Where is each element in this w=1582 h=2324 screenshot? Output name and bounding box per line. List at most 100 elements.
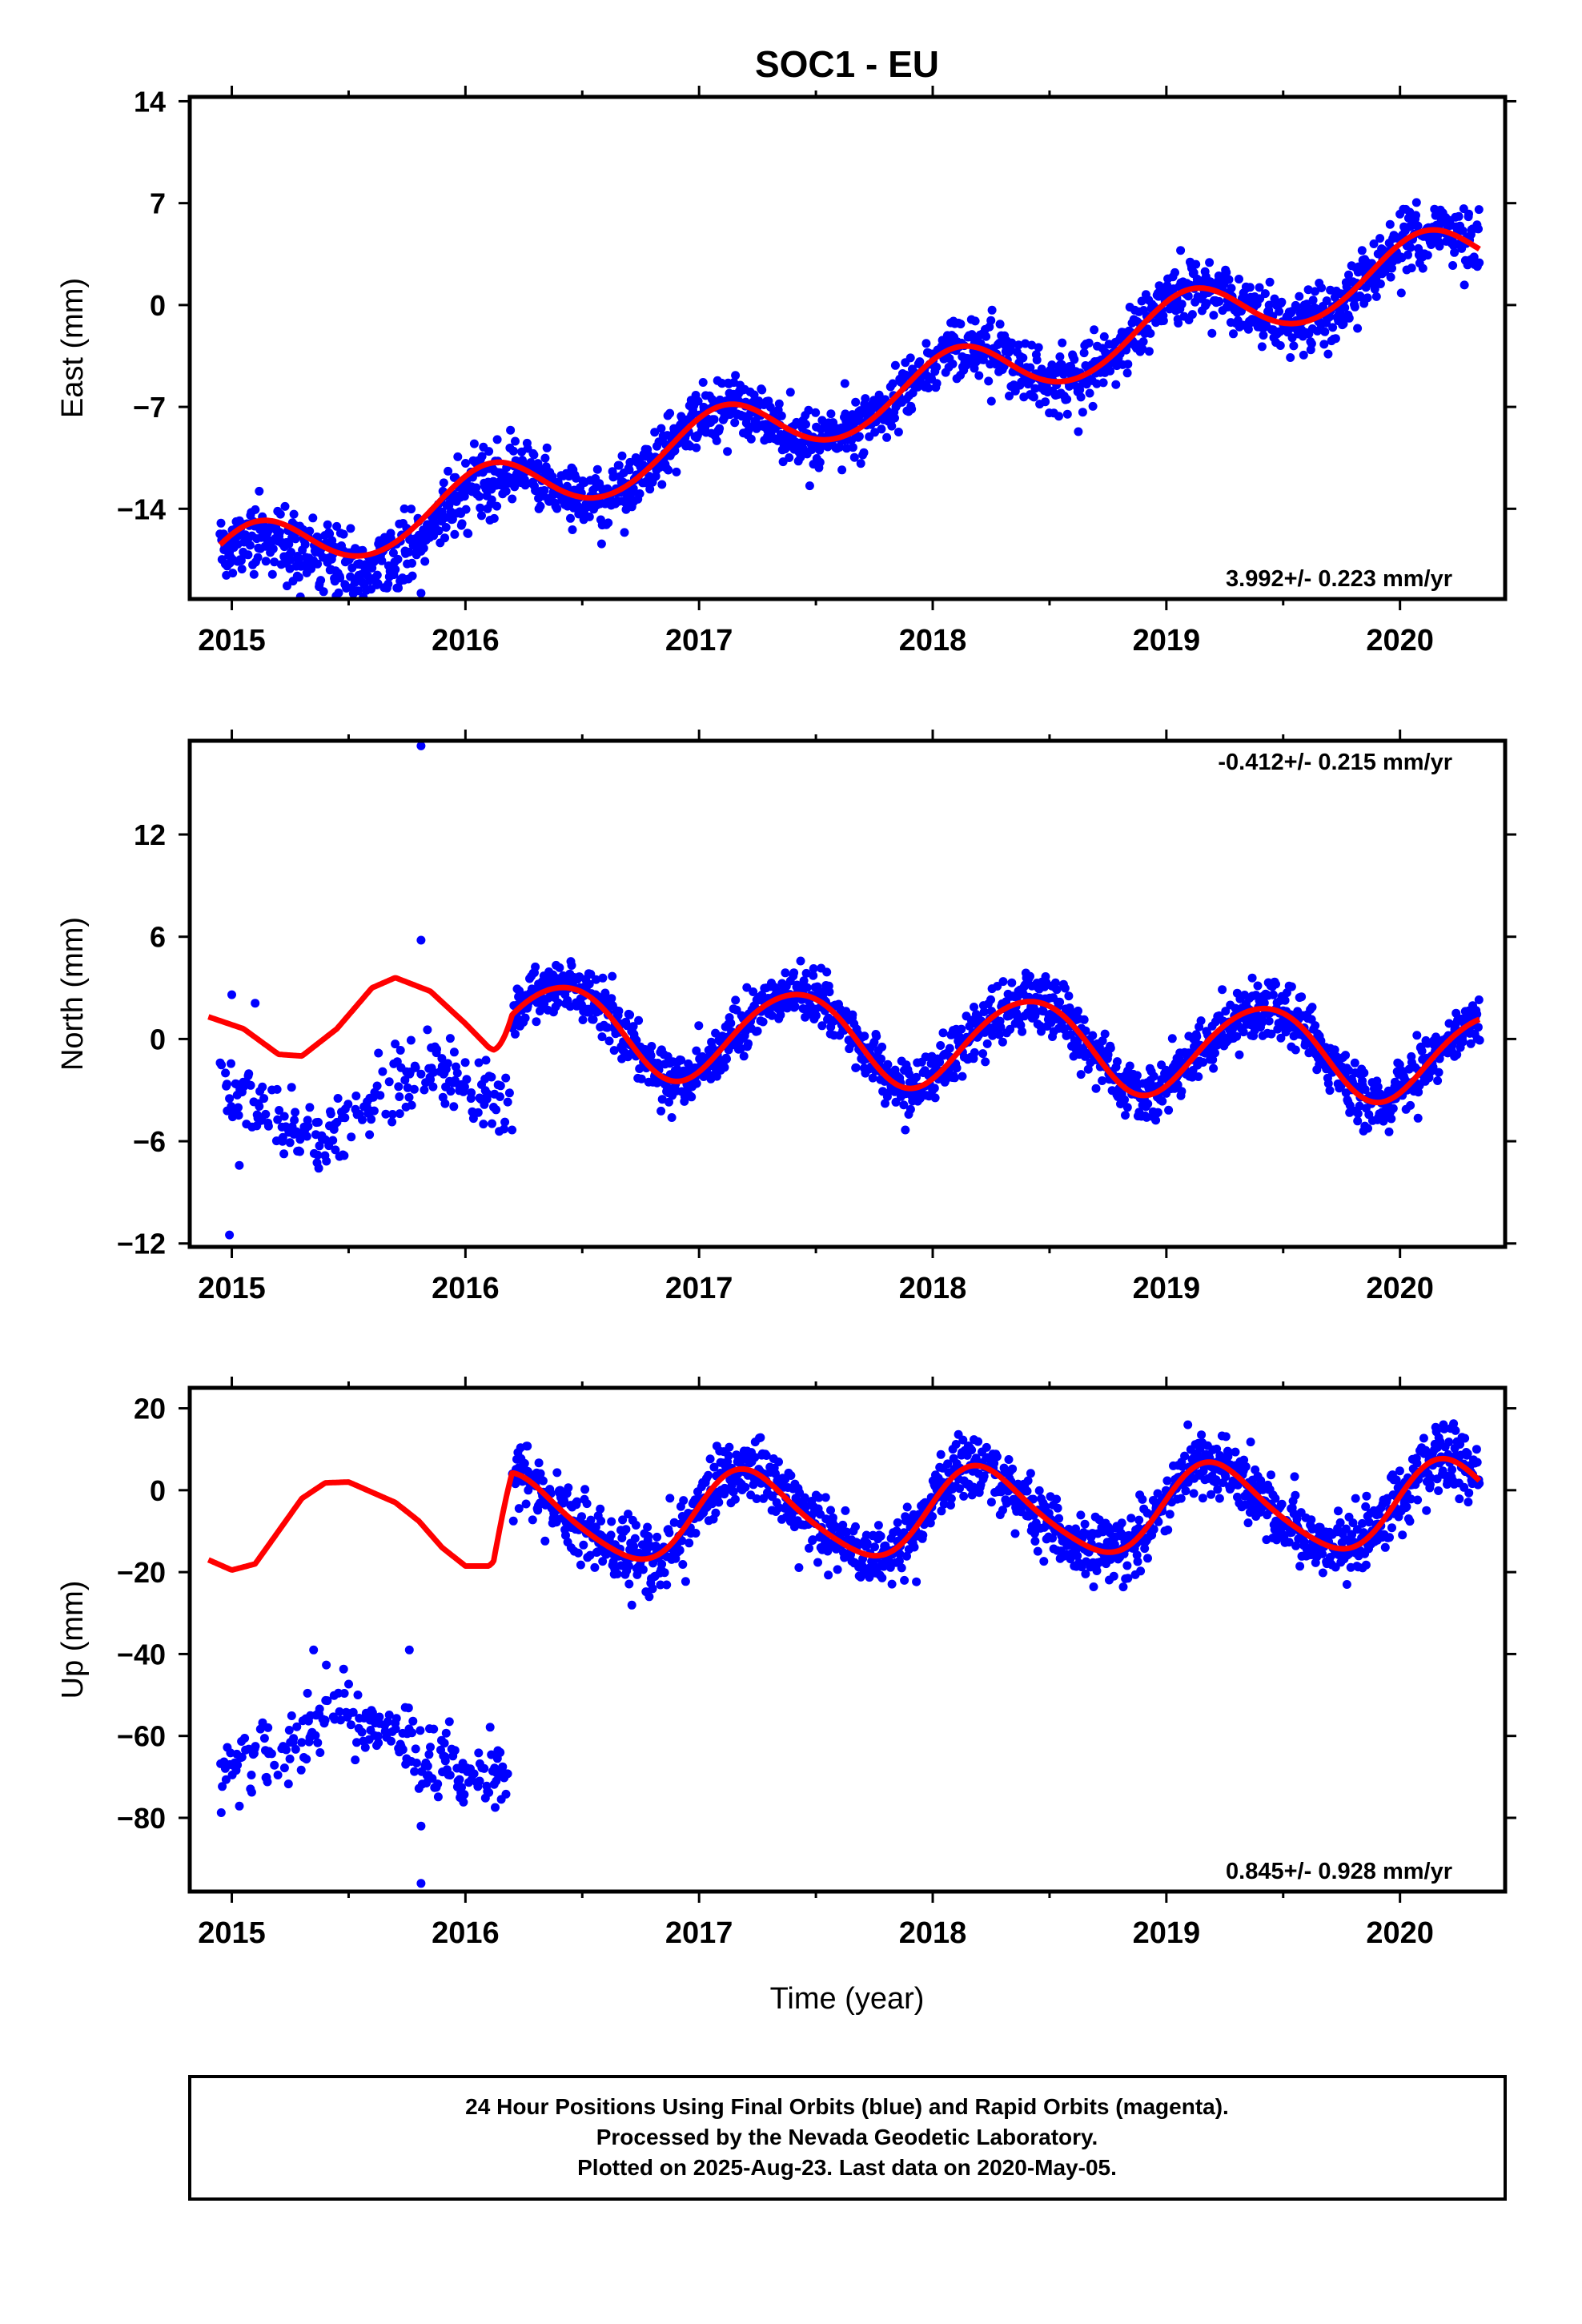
data-point (687, 1092, 697, 1102)
data-point (270, 1760, 279, 1770)
data-point (403, 1083, 412, 1092)
data-point (521, 1499, 531, 1509)
data-point (1010, 1529, 1020, 1538)
data-point (1286, 353, 1295, 362)
data-point (767, 1011, 777, 1020)
data-point (805, 1543, 813, 1553)
data-point (1469, 252, 1479, 262)
data-point (508, 494, 517, 504)
data-point (656, 1580, 665, 1590)
data-point (572, 1497, 582, 1506)
data-point (328, 1136, 338, 1145)
data-point (646, 1051, 656, 1060)
data-point (1174, 319, 1183, 328)
data-point (481, 1055, 491, 1065)
data-point (423, 1025, 432, 1035)
data-point (722, 1054, 731, 1063)
data-point (1088, 401, 1098, 411)
data-point (1103, 1050, 1113, 1059)
data-point (1138, 344, 1147, 354)
data-point (1064, 991, 1074, 1001)
data-point (811, 1011, 821, 1020)
data-point (424, 1750, 434, 1759)
data-point (1388, 1104, 1398, 1113)
data-point (1307, 1003, 1317, 1012)
data-point (1090, 325, 1099, 335)
y-tick-label: −7 (133, 391, 166, 424)
data-point (1207, 1490, 1216, 1499)
data-point (952, 1063, 962, 1073)
data-point (283, 581, 291, 591)
data-point (1079, 1015, 1089, 1024)
data-point (877, 1042, 887, 1051)
data-point (774, 1458, 783, 1466)
data-point (698, 378, 708, 387)
y-tick-label: 12 (134, 818, 166, 851)
data-point (394, 583, 403, 593)
data-point (433, 1779, 443, 1789)
data-point (353, 1691, 363, 1699)
data-point (1474, 224, 1483, 234)
data-point (297, 1738, 307, 1747)
data-point (1133, 1557, 1142, 1566)
data-point (457, 1783, 466, 1792)
data-point (573, 1548, 583, 1558)
data-point (1199, 1058, 1208, 1067)
data-point (652, 1532, 662, 1542)
data-point (1132, 1550, 1142, 1560)
data-point (1339, 320, 1348, 328)
data-point (384, 1077, 394, 1087)
data-point (308, 513, 318, 523)
data-point (395, 1092, 404, 1101)
data-point (457, 519, 467, 529)
data-point (1319, 340, 1329, 349)
data-point (714, 1498, 724, 1507)
data-point (311, 1731, 320, 1740)
data-point (375, 1091, 385, 1100)
data-point (1255, 283, 1264, 292)
data-point (286, 555, 295, 565)
data-point (1359, 1068, 1369, 1078)
data-point (800, 1493, 809, 1502)
data-point (1452, 1008, 1461, 1018)
data-point (319, 587, 328, 597)
data-point (217, 1060, 227, 1070)
data-point (1385, 219, 1395, 229)
data-point (998, 1037, 1007, 1047)
data-point (647, 1042, 656, 1051)
data-point (979, 1471, 989, 1481)
data-point (908, 388, 917, 398)
x-tick-label: 2015 (198, 1272, 266, 1305)
data-point (445, 1034, 455, 1043)
data-point (508, 1516, 518, 1526)
data-point (1218, 985, 1227, 995)
data-points (216, 1419, 1484, 1888)
data-point (1039, 1557, 1049, 1566)
data-point (1122, 1103, 1132, 1112)
data-point (837, 465, 847, 475)
data-point (487, 1072, 496, 1082)
data-point (346, 524, 355, 533)
data-point (598, 1557, 608, 1566)
data-point (263, 1723, 273, 1732)
data-point (742, 983, 752, 992)
data-point (757, 385, 767, 395)
data-point (624, 1510, 632, 1519)
data-point (1353, 324, 1363, 333)
data-point (1357, 246, 1367, 255)
data-point (828, 1513, 837, 1522)
data-point (1291, 1045, 1300, 1055)
data-points (215, 741, 1484, 1240)
data-point (596, 539, 606, 549)
data-point (1026, 971, 1034, 981)
data-point (411, 1744, 420, 1754)
y-tick-label: −12 (117, 1228, 166, 1261)
data-point (235, 1801, 244, 1811)
data-point (391, 1039, 400, 1049)
data-point (433, 1792, 443, 1802)
data-point (724, 1451, 733, 1461)
data-point (785, 388, 795, 397)
data-point (813, 1558, 822, 1567)
data-point (278, 1132, 287, 1142)
data-point (905, 353, 915, 363)
